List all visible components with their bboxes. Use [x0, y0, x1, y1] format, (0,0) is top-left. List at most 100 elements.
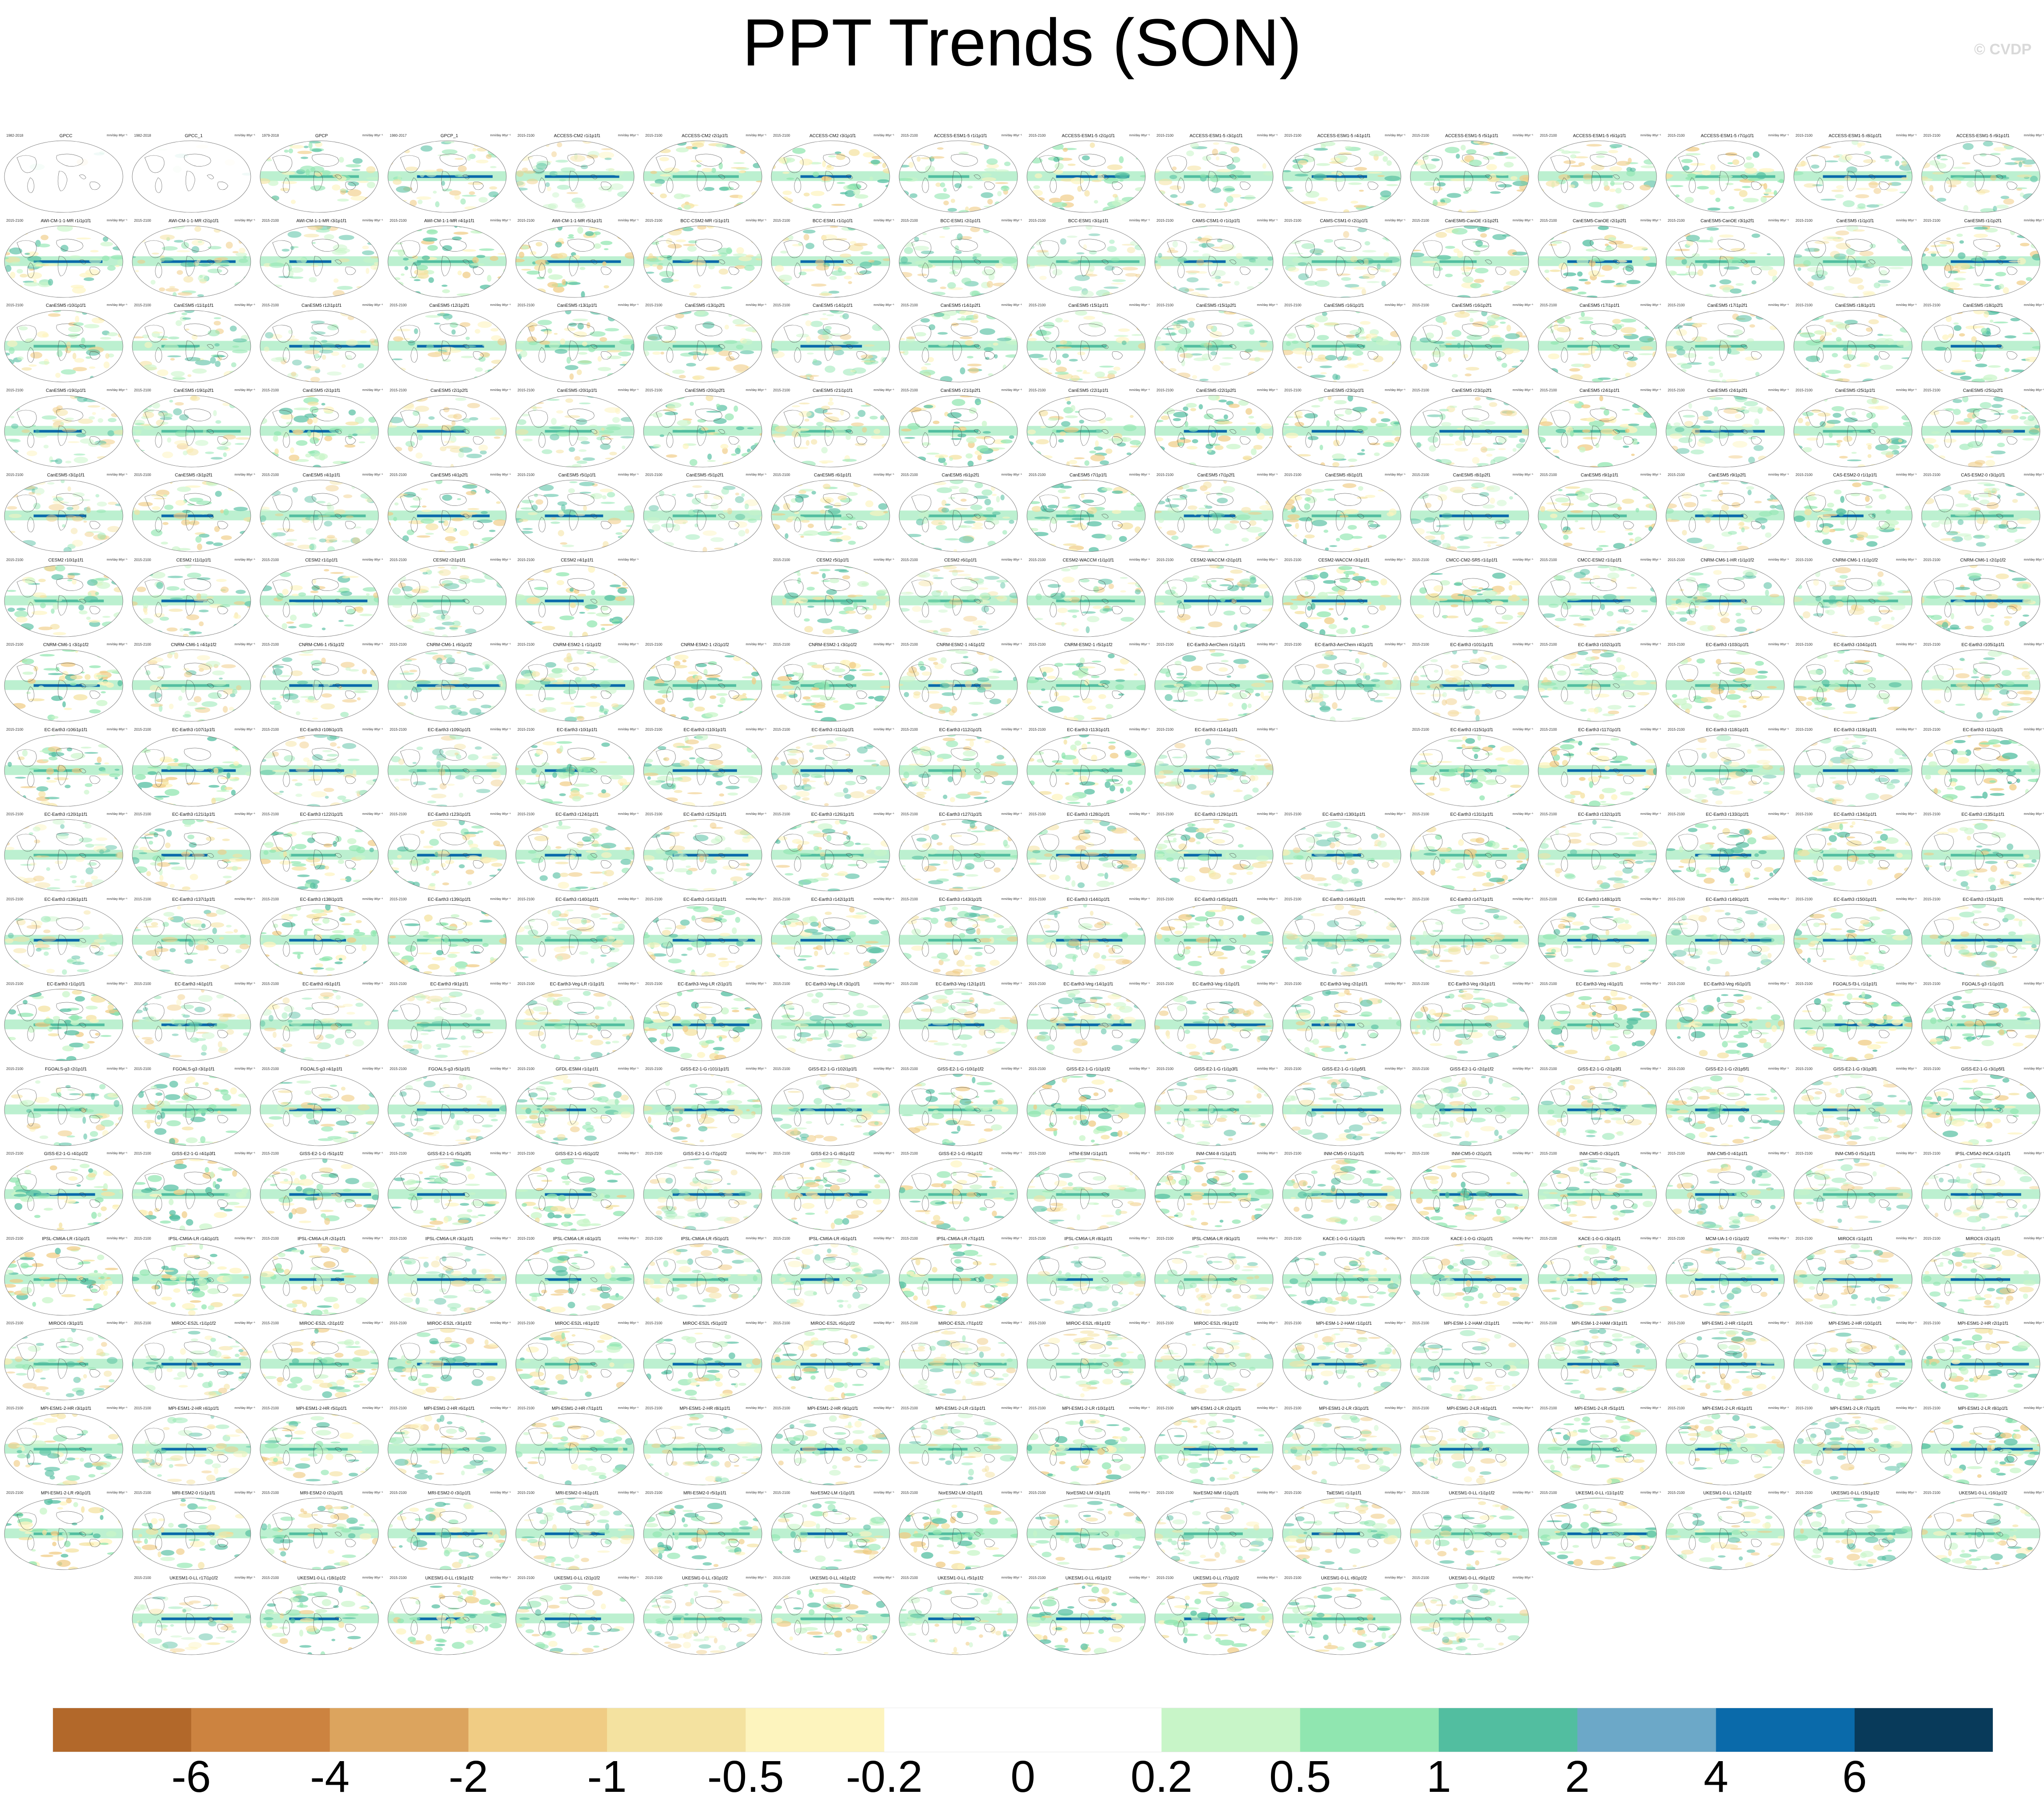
panel-units: mm/day 86yr⁻¹ [1129, 388, 1150, 392]
map-plot [1026, 1328, 1146, 1400]
map-plot [1793, 1243, 1913, 1315]
panel-period: 2015-2100 [517, 1491, 534, 1495]
panel-period: 2015-2100 [901, 1406, 918, 1410]
panel-title: EC-Earth3 r103i1p1f1 [1665, 643, 1790, 647]
map-panel: 2015-2100 EC-Earth3 r104i1p1f1 mm/day 86yr… [1793, 643, 1918, 729]
panel-units: mm/day 86yr⁻¹ [1641, 728, 1661, 731]
map-panel: 2015-2100 CanESM5 r21i1p2f1 mm/day 86yr⁻¹ [898, 388, 1023, 475]
panel-title: EC-Earth3 r147i1p1f1 [1409, 897, 1534, 902]
panel-units: mm/day 86yr⁻¹ [2024, 982, 2044, 985]
map-plot [1921, 1074, 2040, 1146]
panel-period: 2015-2100 [1923, 473, 1940, 477]
panel-title: CNRM-CM6-1-HR r1i1p1f2 [1665, 558, 1790, 563]
panel-title: UKESM1-0-LL r19i1p1f2 [387, 1576, 512, 1581]
panel-period: 2015-2100 [1668, 812, 1685, 816]
map-plot [771, 1498, 890, 1570]
map-panel: 2015-2100 EC-Earth3 r134i1p1f1 mm/day 86yr… [1793, 812, 1918, 899]
panel-units: mm/day 86yr⁻¹ [746, 643, 766, 646]
map-plot [1793, 904, 1913, 976]
map-plot [771, 1243, 890, 1315]
panel-period: 2015-2100 [134, 1237, 151, 1241]
panel-units: mm/day 86yr⁻¹ [1641, 1321, 1661, 1325]
panel-period: 2015-2100 [390, 1491, 407, 1495]
map-panel: 2015-2100 CanESM5 r2i1p2f1 mm/day 86yr⁻¹ [387, 388, 512, 475]
map-panel: 2015-2100 UKESM1-0-LL r8i1p1f2 mm/day 86yr… [1282, 1576, 1406, 1663]
panel-title: IPSL-CM6A-LR r2i1p1f1 [259, 1237, 384, 1241]
panel-title: MPI-ESM1-2-LR r2i1p1f1 [1154, 1406, 1279, 1411]
map-panel: 2015-2100 CanESM5 r8i1p1f1 mm/day 86yr⁻¹ [1282, 473, 1406, 560]
panel-title: CNRM-ESM2-1 r5i1p1f2 [1026, 643, 1151, 647]
panel-units: mm/day 86yr⁻¹ [235, 897, 255, 901]
map-panel: 2015-2100 EC-Earth3-Veg-LR r2i1p1f1 mm/day… [643, 982, 767, 1069]
panel-units: mm/day 86yr⁻¹ [1002, 558, 1022, 562]
panel-period: 2015-2100 [134, 897, 151, 901]
panel-period: 2015-2100 [645, 134, 662, 138]
map-panel: 2015-2100 GISS-E2-1-G r1i1p5f1 mm/day 86yr… [1282, 1067, 1406, 1154]
map-plot [132, 1328, 251, 1400]
map-plot [1026, 310, 1146, 383]
map-panel: 2015-2100 ACCESS-ESM1-5 r7i1p1f1 mm/day 86… [1665, 134, 1790, 220]
map-plot [899, 734, 1018, 806]
map-plot [771, 1158, 890, 1231]
panel-units: mm/day 86yr⁻¹ [362, 219, 383, 222]
map-panel: 1982-2018 GPCC mm/day 86yr⁻¹ [4, 134, 128, 220]
panel-title: EC-Earth3 r112i1p1f1 [898, 728, 1023, 732]
panel-units: mm/day 86yr⁻¹ [1896, 812, 1917, 816]
map-plot [1026, 734, 1146, 806]
panel-title: CanESM5 r17i1p1f1 [1537, 303, 1662, 308]
map-panel: 2015-2100 EC-Earth3 r129i1p1f1 mm/day 86yr… [1154, 812, 1279, 899]
panel-units: mm/day 86yr⁻¹ [1385, 1152, 1405, 1155]
panel-period: 2015-2100 [1156, 982, 1173, 986]
map-plot [1154, 1074, 1274, 1146]
map-plot [1410, 1413, 1529, 1485]
map-panel: 2015-2100 INM-CM5-0 r4i1p1f1 mm/day 86yr⁻¹ [1665, 1152, 1790, 1238]
map-plot [1154, 225, 1274, 297]
panel-units: mm/day 86yr⁻¹ [107, 473, 127, 476]
panel-period: 2015-2100 [1284, 1067, 1301, 1071]
map-plot [132, 1243, 251, 1315]
panel-title: ACCESS-ESM1-5 r4i1p1f1 [1282, 134, 1406, 138]
map-panel: 2015-2100 EC-Earth3 r117i1p1f1 mm/day 86yr… [1537, 728, 1662, 814]
panel-period: 2015-2100 [1156, 897, 1173, 901]
map-plot [1026, 1498, 1146, 1570]
panel-title: ACCESS-ESM1-5 r7i1p1f1 [1665, 134, 1790, 138]
panel-period: 2015-2100 [1540, 1491, 1557, 1495]
panel-title: NorESM2-LM r2i1p1f1 [898, 1491, 1023, 1496]
panel-period: 2015-2100 [1284, 1491, 1301, 1495]
panel-period: 2015-2100 [1668, 134, 1685, 138]
panel-title: EC-Earth3-Veg r14i1p1f1 [1026, 982, 1151, 987]
map-plot [132, 904, 251, 976]
panel-title: CanESM5 r25i1p1f1 [1793, 388, 1918, 393]
panel-units: mm/day 86yr⁻¹ [1257, 897, 1278, 901]
panel-units: mm/day 86yr⁻¹ [1513, 1491, 1533, 1494]
panel-period: 2015-2100 [1029, 1152, 1046, 1156]
panel-title: CanESM5 r22i1p1f1 [1026, 388, 1151, 393]
panel-units: mm/day 86yr⁻¹ [746, 219, 766, 222]
panel-period: 2015-2100 [517, 1152, 534, 1156]
map-panel: 2015-2100 MPI-ESM-1-2-HAM r1i1p1f1 mm/day … [1282, 1321, 1406, 1408]
map-plot [899, 1158, 1018, 1231]
map-panel: 2015-2100 EC-Earth3 r148i1p1f1 mm/day 86yr… [1537, 897, 1662, 984]
panel-period: 2015-2100 [1412, 1576, 1429, 1580]
map-plot [643, 480, 762, 552]
panel-period: 2015-2100 [390, 1406, 407, 1410]
map-panel: 2015-2100 CanESM5 r12i1p1f1 mm/day 86yr⁻¹ [259, 303, 384, 390]
map-plot [1793, 310, 1913, 383]
panel-units: mm/day 86yr⁻¹ [2024, 1067, 2044, 1070]
panel-period: 2015-2100 [6, 1321, 23, 1325]
map-plot [387, 734, 507, 806]
map-plot [899, 989, 1018, 1061]
panel-units: mm/day 86yr⁻¹ [490, 1237, 511, 1240]
map-panel: 2015-2100 UKESM1-0-LL r9i1p1f2 mm/day 86yr… [1409, 1576, 1534, 1663]
map-plot [1921, 565, 2040, 637]
panel-period: 2015-2100 [645, 1491, 662, 1495]
map-panel: 2015-2100 CanESM5 r19i1p1f1 mm/day 86yr⁻¹ [4, 388, 128, 475]
panel-title: MRI-ESM2-0 r4i1p1f1 [515, 1491, 639, 1496]
panel-units: mm/day 86yr⁻¹ [1129, 897, 1150, 901]
map-panel: 2015-2100 CNRM-ESM2-1 r1i1p1f2 mm/day 86yr… [515, 643, 639, 729]
panel-title: MIROC-ES2L r8i1p1f2 [1026, 1321, 1151, 1326]
map-panel: 2015-2100 NorESM2-LM r3i1p1f1 mm/day 86yr⁻… [1026, 1491, 1151, 1578]
panel-units: mm/day 86yr⁻¹ [1002, 1237, 1022, 1240]
panel-period: 2015-2100 [262, 897, 279, 901]
map-plot [260, 565, 379, 637]
